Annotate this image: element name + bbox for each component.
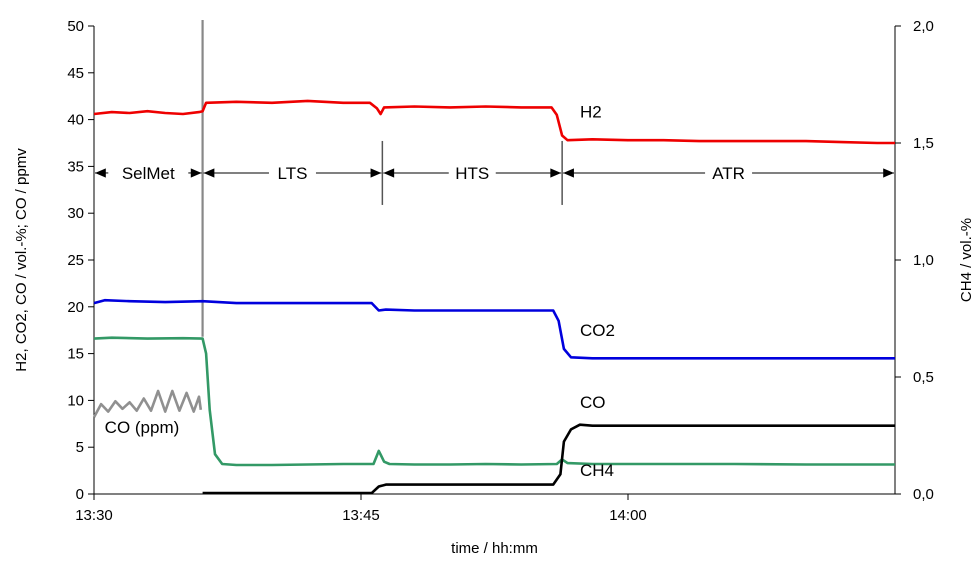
y-tick-label: 40 [67, 112, 84, 129]
series-label-ch4: CH4 [580, 461, 614, 480]
series-line-co [202, 423, 895, 495]
y-tick-label: 10 [67, 392, 84, 409]
phase-arrowhead [95, 168, 106, 178]
y2-tick-label: 0,0 [913, 486, 934, 503]
phase-label-atr: ATR [712, 164, 745, 183]
series-label-co: CO [580, 393, 606, 412]
axes: 0 5 10 15 20 25 30 35 40 45 50 0,0 0,5 1,0 1,5 2,0 13:30… [13, 18, 975, 557]
y-tick-label: 15 [67, 346, 84, 363]
y-tick-label: 30 [67, 205, 84, 222]
phase-arrowhead [190, 168, 202, 178]
phase-arrowhead [883, 168, 894, 178]
phase-arrowhead [563, 168, 574, 178]
y-tick-label: 5 [76, 439, 84, 456]
y-tick-label: 35 [67, 158, 84, 175]
phase-arrowhead [370, 168, 382, 178]
series-line-co2 [93, 298, 895, 360]
x-axis-title: time / hh:mm [451, 540, 538, 557]
phase-arrowhead [550, 168, 562, 178]
y-tick-label: 50 [67, 18, 84, 35]
phase-label-selmet: SelMet [122, 164, 175, 183]
y-tick-label: 25 [67, 252, 84, 269]
x-tick-label: 13:30 [75, 507, 113, 524]
phase-arrowhead [383, 168, 395, 178]
phase-label-hts: HTS [455, 164, 489, 183]
series-line-ch4 [93, 336, 895, 467]
y2-tick-label: 1,0 [913, 252, 934, 269]
phase-annotations: SelMet LTS HTS ATR [95, 20, 894, 337]
series-label-co2: CO2 [580, 321, 615, 340]
y-tick-label: 0 [76, 486, 84, 503]
phase-label-lts: LTS [278, 164, 308, 183]
y2-tick-label: 2,0 [913, 18, 934, 35]
x-tick-label: 13:45 [342, 507, 380, 524]
series-line-h2 [93, 99, 895, 145]
x-tick-label: 14:00 [609, 507, 647, 524]
phase-arrowhead [203, 168, 215, 178]
y-axis-title: H2, CO2, CO / vol.-%; CO / ppmv [13, 148, 30, 372]
series-label-co-ppm: CO (ppm) [105, 418, 180, 437]
series-lines [92, 99, 895, 495]
y2-tick-label: 1,5 [913, 135, 934, 152]
y2-tick-label: 0,5 [913, 369, 934, 386]
series-label-h2: H2 [580, 103, 602, 122]
y2-axis-title: CH4 / vol.-% [958, 218, 975, 302]
series-line-co-ppm [92, 389, 203, 418]
labels: H2 CO2 CH4 CO CO (ppm) [105, 103, 615, 480]
y-tick-label: 45 [67, 65, 84, 82]
y-tick-label: 20 [67, 299, 84, 316]
